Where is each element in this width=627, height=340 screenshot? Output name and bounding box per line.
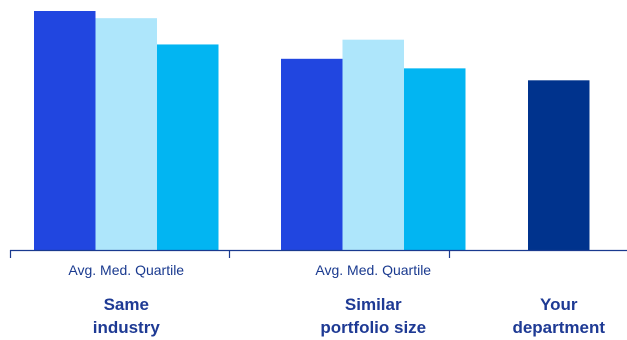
group-label-2-line-1: Similar [345, 295, 402, 314]
group-sublabel-1: Avg. Med. Quartile [68, 262, 184, 278]
bar-2-3 [404, 68, 466, 250]
bar-1-3 [157, 44, 219, 251]
group-label-1-line-1: Same [104, 295, 149, 314]
bar-3-1 [528, 80, 590, 250]
group-label-3-line-1: Your [540, 295, 578, 314]
bar-2-1 [281, 58, 343, 250]
group-sublabel-2: Avg. Med. Quartile [315, 262, 431, 278]
group-label-3-line-2: department [512, 318, 605, 337]
bar-2-2 [342, 39, 404, 251]
group-label-2-line-2: portfolio size [320, 318, 426, 337]
bar-1-2 [95, 18, 157, 251]
bar-1-1 [34, 11, 96, 250]
group-label-1-line-2: industry [93, 318, 161, 337]
